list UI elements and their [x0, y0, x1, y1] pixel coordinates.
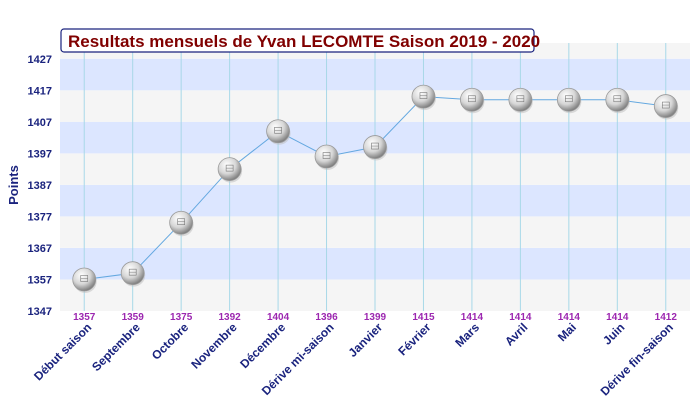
data-point [508, 87, 533, 114]
data-point [72, 267, 97, 293]
gridlines [83, 43, 667, 311]
value-label: 1392 [218, 312, 241, 323]
point-ball [266, 119, 290, 144]
data-point [363, 135, 388, 161]
data-point [314, 144, 340, 171]
value-label: 1375 [170, 312, 193, 323]
point-ball [508, 87, 533, 112]
y-tick-label: 1417 [28, 85, 52, 97]
data-point [653, 94, 679, 120]
y-axis: 1347 1357 1367 1377 1387 1397 1407 1417 1427 [28, 54, 52, 318]
value-label: 1414 [461, 312, 484, 323]
x-tick-label: Février [395, 320, 433, 358]
x-tick-label: Juin [600, 320, 627, 347]
x-tick-label: Décembre [237, 320, 288, 371]
x-tick-label: Septembre [89, 320, 143, 374]
point-ball [120, 261, 145, 286]
point-ball [217, 157, 242, 182]
data-point [556, 87, 582, 114]
value-label: 1414 [558, 312, 581, 323]
y-tick-label: 1427 [28, 54, 52, 66]
data-labels: 1357 1359 1375 1392 1404 1396 1399 1415 1414 1414… [73, 312, 677, 323]
y-tick-label: 1357 [28, 274, 52, 286]
chart-title: Resultats mensuels de Yvan LECOMTE Saiso… [68, 32, 540, 51]
x-tick-label: Novembre [188, 320, 240, 372]
value-label: 1399 [364, 312, 387, 323]
value-label: 1412 [655, 312, 678, 323]
point-ball [169, 210, 194, 235]
data-point [605, 87, 630, 114]
point-ball [556, 87, 581, 112]
point-ball [72, 267, 97, 292]
data-point [411, 84, 436, 111]
x-tick-label: Début saison [31, 320, 94, 383]
x-tick-label: Octobre [149, 320, 192, 363]
data-points [72, 84, 679, 293]
chart-title-box: Resultats mensuels de Yvan LECOMTE Saiso… [60, 28, 540, 53]
point-ball [363, 135, 387, 159]
value-label: 1357 [73, 312, 96, 323]
data-point [266, 119, 291, 145]
value-label: 1414 [606, 312, 629, 323]
value-label: 1415 [412, 312, 435, 323]
y-axis-label: Points [6, 165, 21, 205]
y-tick-label: 1367 [28, 243, 52, 255]
value-label: 1404 [267, 312, 290, 323]
y-tick-label: 1387 [28, 180, 52, 192]
value-label: 1414 [509, 312, 532, 323]
point-ball [411, 84, 436, 109]
x-tick-label: Mai [555, 320, 579, 344]
y-tick-label: 1407 [28, 117, 52, 129]
point-ball [460, 87, 484, 112]
y-tick-label: 1397 [28, 148, 52, 160]
value-label: 1396 [315, 312, 338, 323]
point-ball [314, 144, 339, 169]
data-point [120, 261, 146, 287]
data-point [169, 210, 194, 237]
y-tick-label: 1377 [28, 211, 52, 223]
x-tick-label: Mars [452, 320, 482, 350]
point-ball [653, 94, 678, 118]
x-tick-label: Avril [502, 320, 530, 348]
x-tick-label: Janvier [346, 320, 386, 360]
data-point [460, 87, 485, 114]
y-tick-label: 1347 [28, 306, 52, 318]
value-label: 1359 [122, 312, 145, 323]
point-ball [605, 87, 630, 112]
data-point [217, 157, 243, 183]
